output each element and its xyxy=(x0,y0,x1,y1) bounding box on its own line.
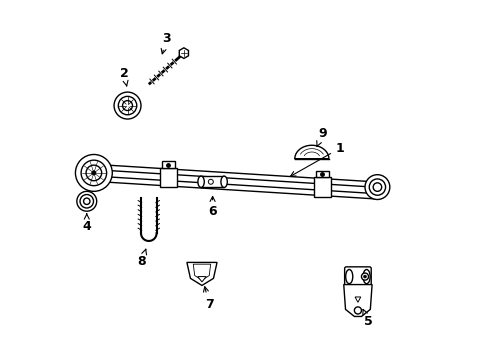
Text: 8: 8 xyxy=(137,249,146,268)
FancyBboxPatch shape xyxy=(313,177,330,197)
FancyBboxPatch shape xyxy=(162,161,174,168)
Text: 4: 4 xyxy=(82,214,91,233)
Text: 3: 3 xyxy=(161,32,170,54)
Circle shape xyxy=(81,160,106,186)
FancyBboxPatch shape xyxy=(160,168,177,187)
Circle shape xyxy=(368,179,385,195)
Circle shape xyxy=(122,100,132,111)
Text: 2: 2 xyxy=(120,67,128,86)
Text: 1: 1 xyxy=(290,141,344,176)
Circle shape xyxy=(114,92,141,119)
Circle shape xyxy=(80,194,93,208)
Circle shape xyxy=(364,175,389,199)
Polygon shape xyxy=(186,262,217,285)
Polygon shape xyxy=(197,276,206,282)
Polygon shape xyxy=(343,284,371,316)
Circle shape xyxy=(77,192,97,211)
FancyBboxPatch shape xyxy=(201,176,224,188)
Ellipse shape xyxy=(198,176,204,188)
FancyBboxPatch shape xyxy=(315,171,328,177)
Text: 7: 7 xyxy=(203,287,213,311)
Circle shape xyxy=(372,183,381,192)
Circle shape xyxy=(361,273,368,280)
Text: 6: 6 xyxy=(208,197,217,219)
Circle shape xyxy=(86,165,102,181)
Circle shape xyxy=(208,179,213,184)
Ellipse shape xyxy=(362,270,369,284)
Circle shape xyxy=(75,154,112,192)
Text: 9: 9 xyxy=(316,127,326,146)
Circle shape xyxy=(92,171,96,175)
Circle shape xyxy=(83,198,90,204)
Text: 5: 5 xyxy=(362,309,372,328)
Ellipse shape xyxy=(345,270,352,284)
FancyBboxPatch shape xyxy=(344,267,370,286)
Circle shape xyxy=(354,307,361,314)
Polygon shape xyxy=(294,145,328,159)
Circle shape xyxy=(363,275,366,278)
Circle shape xyxy=(118,96,137,115)
Polygon shape xyxy=(179,48,188,58)
Polygon shape xyxy=(193,264,210,280)
Ellipse shape xyxy=(221,176,227,188)
